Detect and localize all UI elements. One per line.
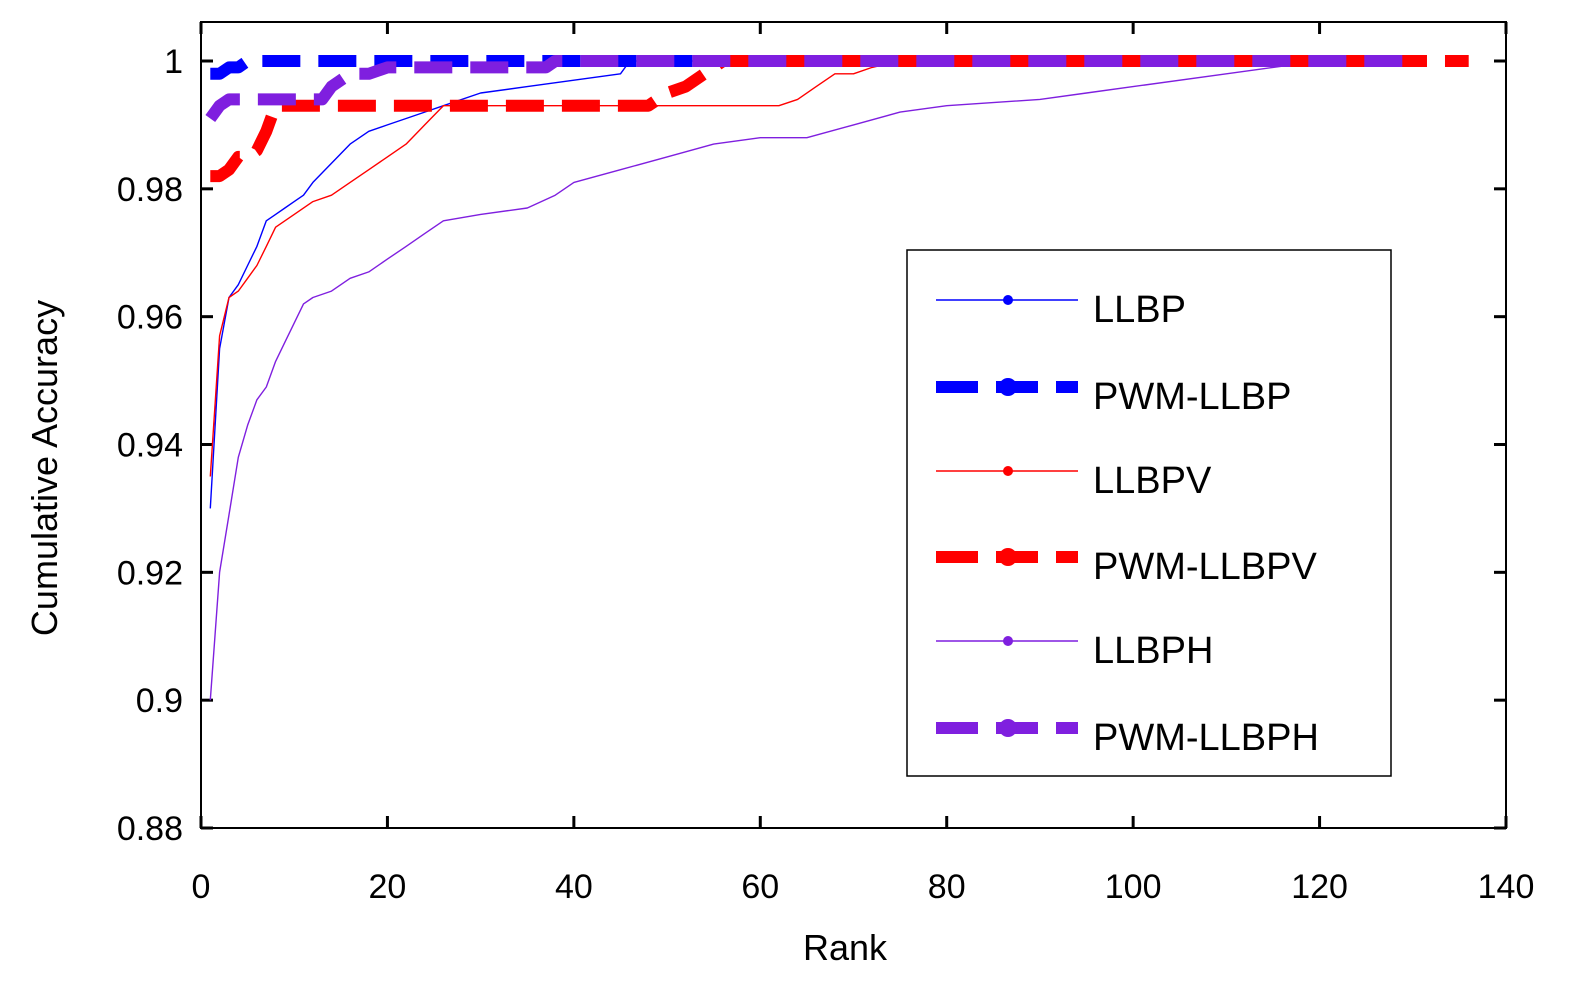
series-line-llbp (209, 60, 1413, 509)
series-line-pwm-llbpv (210, 55, 1469, 183)
legend: LLBP PWM-LLBP LLBPV PWM-LLBPV LLBPH PWM-LLBPH (906, 249, 1392, 777)
legend-label-llbph: LLBPH (1093, 630, 1213, 672)
x-tick-label: 120 (1291, 868, 1348, 906)
y-axis-title: Cumulative Accuracy (24, 300, 65, 636)
legend-marker-llbph (1003, 636, 1013, 646)
legend-label-pwm-llbph: PWM-LLBPH (1093, 717, 1319, 759)
series-layer (205, 55, 1469, 701)
series-line-pwm-llbph (205, 55, 1413, 123)
x-tick-label: 80 (928, 868, 966, 906)
x-tick-label: 100 (1105, 868, 1162, 906)
x-axis-title: Rank (803, 927, 888, 968)
legend-label-llbpv: LLBPV (1093, 460, 1212, 502)
legend-marker-pwm-llbpv (999, 548, 1017, 566)
legend-marker-llbpv (1003, 466, 1013, 476)
legend-label-pwm-llbpv: PWM-LLBPV (1093, 546, 1317, 588)
legend-label-llbp: LLBP (1093, 289, 1186, 331)
legend-marker-pwm-llbp (999, 378, 1017, 396)
x-tick-label: 0 (192, 868, 211, 906)
x-tick-label: 140 (1478, 868, 1535, 906)
y-tick-label: 1 (164, 43, 183, 81)
x-tick-label: 20 (369, 868, 407, 906)
series-line-llbph (209, 60, 1413, 701)
x-tick-label: 60 (741, 868, 779, 906)
y-tick-label: 0.96 (117, 299, 183, 337)
x-tick-labels: 0 20 40 60 80 100 120 140 (192, 868, 1535, 906)
y-tick-label: 0.98 (117, 171, 183, 209)
axis-ticks (199, 22, 1508, 830)
y-tick-label: 0.92 (117, 554, 183, 592)
x-tick-label: 40 (555, 868, 593, 906)
legend-marker-llbp (1003, 295, 1013, 305)
series-line-llbpv (209, 60, 1413, 477)
y-tick-label: 0.94 (117, 427, 183, 465)
legend-box (906, 249, 1392, 777)
series-line-pwm-llbp (210, 55, 1413, 80)
y-tick-label: 0.9 (136, 682, 183, 720)
legend-label-pwm-llbp: PWM-LLBP (1093, 376, 1291, 418)
y-tick-label: 0.88 (117, 810, 183, 848)
y-tick-labels: 0.88 0.9 0.92 0.94 0.96 0.98 1 (117, 43, 183, 848)
legend-marker-pwm-llbph (999, 719, 1017, 737)
